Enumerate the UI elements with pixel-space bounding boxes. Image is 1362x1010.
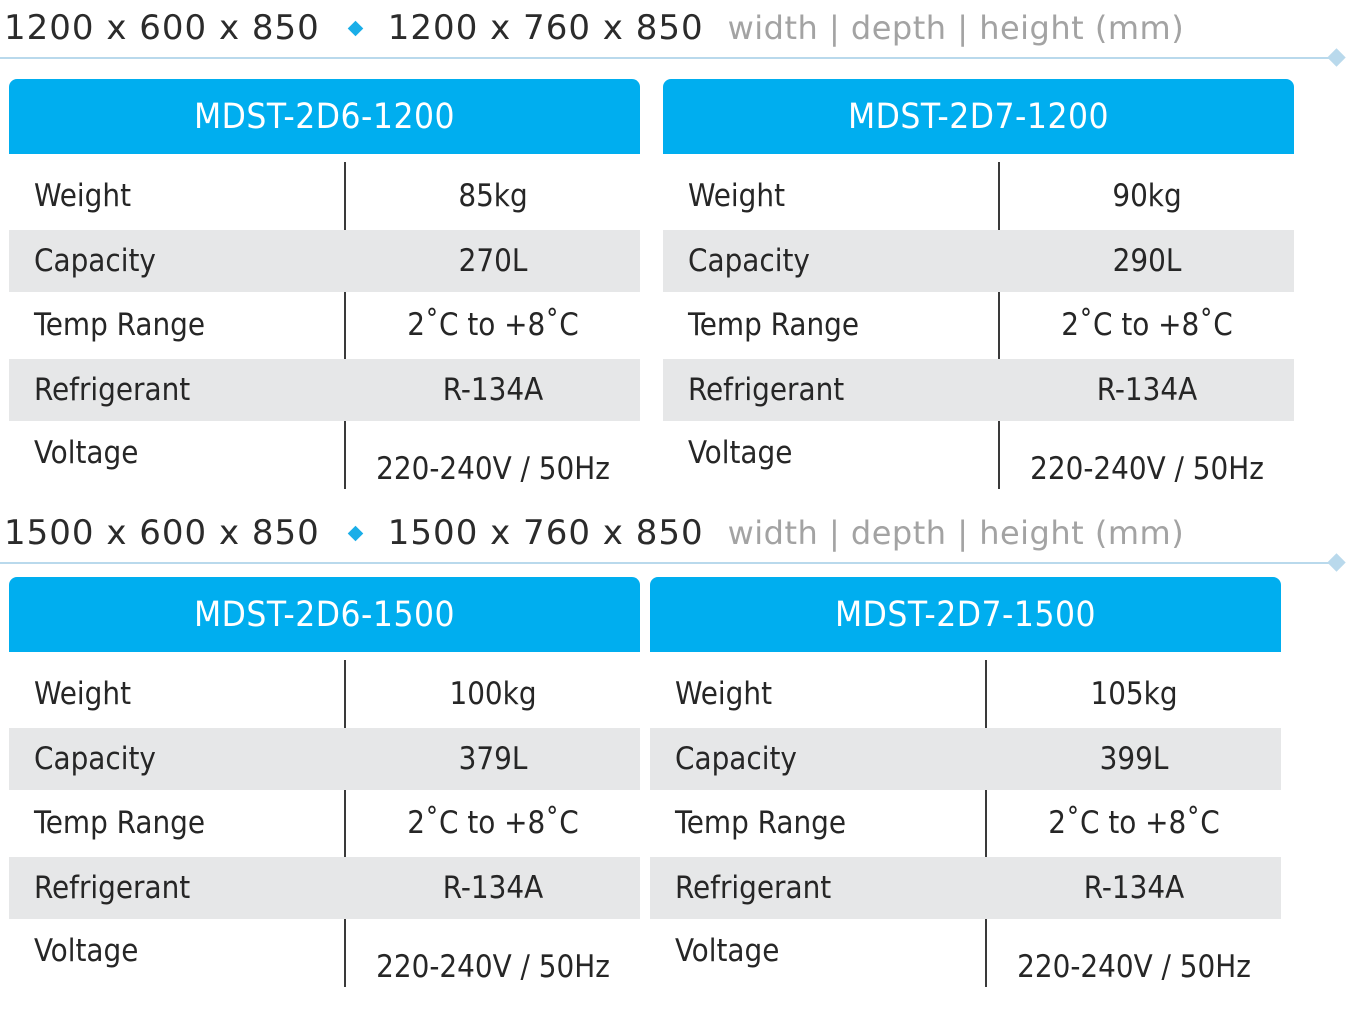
spec-value: 100kg [449, 675, 537, 712]
spec-label: Voltage [34, 933, 139, 969]
spec-value: 2˚C to +8˚C [407, 307, 579, 344]
spec-value: 220-240V / 50Hz [1017, 948, 1251, 985]
model-name-header: MDST-2D6-1200 [9, 79, 640, 154]
spec-row-weight: Weight 100kg [9, 660, 640, 728]
column-divider [344, 162, 346, 489]
model-card: MDST-2D7-1200 Weight 90kg Capacity 290L … [663, 79, 1294, 489]
dimensions-heading: 1500 x 600 x 850 1500 x 760 x 850 width … [4, 511, 1184, 555]
spec-label: Refrigerant [688, 372, 845, 408]
spec-label: Weight [688, 177, 785, 214]
dimension-option-b: 1200 x 760 x 850 [387, 8, 704, 48]
spec-label: Capacity [34, 242, 156, 279]
spec-value: 2˚C to +8˚C [1048, 805, 1220, 842]
spec-row-temp-range: Temp Range 2˚C to +8˚C [663, 292, 1294, 360]
spec-value: R-134A [442, 870, 544, 906]
spec-label: Temp Range [688, 307, 859, 344]
diamond-bullet-icon [347, 525, 364, 541]
spec-value: 220-240V / 50Hz [376, 948, 610, 985]
spec-row-temp-range: Temp Range 2˚C to +8˚C [650, 790, 1281, 858]
spec-label: Weight [34, 177, 131, 214]
spec-value: 105kg [1090, 675, 1178, 712]
spec-row-voltage: Voltage 220-240V / 50Hz [663, 421, 1294, 489]
model-name-header: MDST-2D6-1500 [9, 577, 640, 652]
spec-row-voltage: Voltage 220-240V / 50Hz [650, 919, 1281, 987]
spec-table: Weight 85kg Capacity 270L Temp Range 2˚C… [9, 162, 640, 489]
spec-value: 85kg [458, 177, 528, 214]
spec-value: 2˚C to +8˚C [1061, 307, 1233, 344]
spec-label: Capacity [688, 242, 810, 279]
dimension-option-b: 1500 x 760 x 850 [387, 513, 704, 553]
spec-row-capacity: Capacity 379L [9, 727, 640, 790]
spec-value: R-134A [1096, 372, 1198, 408]
spec-row-capacity: Capacity 270L [9, 229, 640, 292]
spec-value: 379L [458, 740, 528, 777]
spec-row-weight: Weight 90kg [663, 162, 1294, 230]
spec-label: Capacity [34, 740, 156, 777]
spec-row-voltage: Voltage 220-240V / 50Hz [9, 421, 640, 489]
column-divider [998, 162, 1000, 489]
dimensions-heading: 1200 x 600 x 850 1200 x 760 x 850 width … [4, 6, 1184, 50]
divider-diamond-icon [1327, 553, 1346, 572]
spec-value: 220-240V / 50Hz [376, 450, 610, 487]
divider-diamond-icon [1327, 48, 1346, 67]
model-card: MDST-2D7-1500 Weight 105kg Capacity 399L… [650, 577, 1281, 987]
spec-row-voltage: Voltage 220-240V / 50Hz [9, 919, 640, 987]
dimension-unit-label: width | depth | height (mm) [727, 514, 1185, 552]
spec-label: Refrigerant [34, 372, 191, 408]
spec-row-temp-range: Temp Range 2˚C to +8˚C [9, 790, 640, 858]
spec-row-weight: Weight 105kg [650, 660, 1281, 728]
spec-value: 290L [1112, 242, 1182, 279]
spec-value: 220-240V / 50Hz [1030, 450, 1264, 487]
dimension-option-a: 1500 x 600 x 850 [4, 513, 320, 553]
spec-value: R-134A [442, 372, 544, 408]
column-divider [985, 660, 987, 987]
section-divider-line [0, 57, 1335, 59]
spec-label: Temp Range [675, 805, 846, 842]
section-divider-line [0, 562, 1335, 564]
model-card: MDST-2D6-1500 Weight 100kg Capacity 379L… [9, 577, 640, 987]
spec-row-refrigerant: Refrigerant R-134A [663, 359, 1294, 421]
model-card: MDST-2D6-1200 Weight 85kg Capacity 270L … [9, 79, 640, 489]
spec-label: Weight [675, 675, 772, 712]
spec-table: Weight 90kg Capacity 290L Temp Range 2˚C… [663, 162, 1294, 489]
spec-label: Temp Range [34, 307, 205, 344]
spec-row-capacity: Capacity 399L [650, 727, 1281, 790]
spec-label: Capacity [675, 740, 797, 777]
spec-row-capacity: Capacity 290L [663, 229, 1294, 292]
spec-value: 90kg [1112, 177, 1182, 214]
dimension-option-a: 1200 x 600 x 850 [4, 8, 320, 48]
spec-row-refrigerant: Refrigerant R-134A [9, 359, 640, 421]
model-name-header: MDST-2D7-1200 [663, 79, 1294, 154]
spec-label: Refrigerant [34, 870, 191, 906]
spec-label: Temp Range [34, 805, 205, 842]
spec-row-temp-range: Temp Range 2˚C to +8˚C [9, 292, 640, 360]
spec-label: Refrigerant [675, 870, 832, 906]
spec-value: 270L [458, 242, 528, 279]
dimension-unit-label: width | depth | height (mm) [727, 9, 1185, 47]
diamond-bullet-icon [347, 20, 364, 36]
spec-value: R-134A [1083, 870, 1185, 906]
spec-label: Weight [34, 675, 131, 712]
spec-label: Voltage [34, 435, 139, 471]
spec-table: Weight 100kg Capacity 379L Temp Range 2˚… [9, 660, 640, 987]
spec-value: 399L [1099, 740, 1169, 777]
spec-label: Voltage [688, 435, 793, 471]
spec-row-weight: Weight 85kg [9, 162, 640, 230]
column-divider [344, 660, 346, 987]
spec-row-refrigerant: Refrigerant R-134A [9, 857, 640, 919]
spec-table: Weight 105kg Capacity 399L Temp Range 2˚… [650, 660, 1281, 987]
spec-value: 2˚C to +8˚C [407, 805, 579, 842]
model-name-header: MDST-2D7-1500 [650, 577, 1281, 652]
spec-row-refrigerant: Refrigerant R-134A [650, 857, 1281, 919]
spec-label: Voltage [675, 933, 780, 969]
